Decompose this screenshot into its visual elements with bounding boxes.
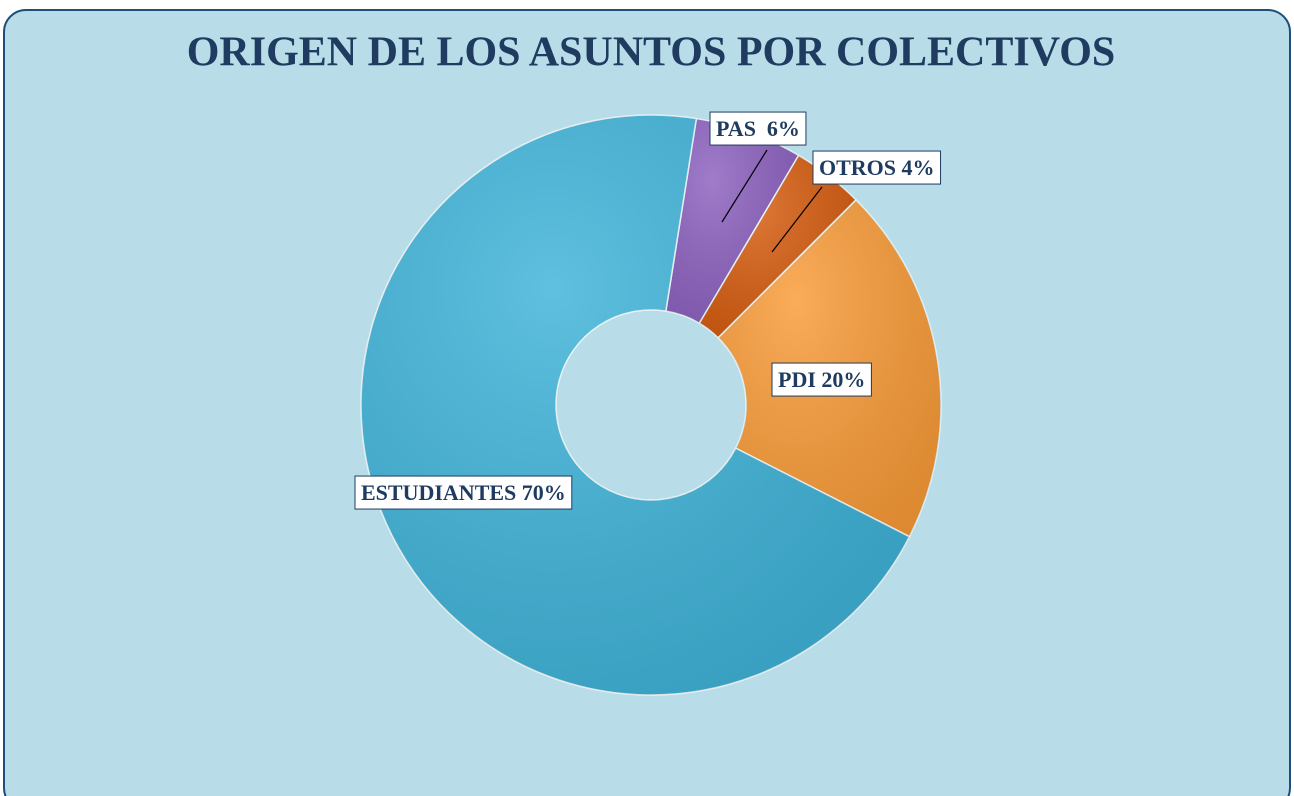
data-label: PAS 6% <box>716 116 800 141</box>
data-label: PDI 20% <box>778 367 865 392</box>
chart-title: ORIGEN DE LOS ASUNTOS POR COLECTIVOS <box>187 30 1115 76</box>
label-box <box>812 150 942 185</box>
data-label: ESTUDIANTES 70% <box>361 480 566 505</box>
leader-line <box>771 186 823 253</box>
leader-line <box>721 149 768 223</box>
label-box <box>771 362 872 397</box>
label-box <box>709 111 807 146</box>
labels: PAS 6% OTROS 4% PDI 20% ESTUDIANTES 70% <box>354 111 942 510</box>
data-label: OTROS 4% <box>819 155 935 180</box>
label-box <box>354 475 573 510</box>
